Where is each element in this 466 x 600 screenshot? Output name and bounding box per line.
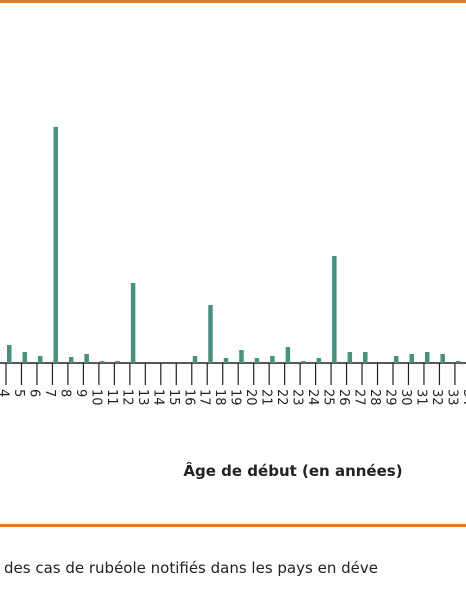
x-tick-label: 17 (197, 389, 212, 406)
x-tick-label: 26 (336, 389, 351, 406)
x-tick-label: 7 (42, 389, 57, 397)
bar (53, 127, 58, 363)
bar (424, 352, 430, 363)
x-tick-label: 34 (460, 389, 466, 406)
x-tick-label: 16 (181, 389, 196, 406)
x-tick-label: 14 (150, 389, 165, 406)
caption: des cas de rubéole notifiés dans les pay… (4, 559, 378, 577)
bar (37, 356, 43, 363)
x-axis-label: Âge de début (en années) (183, 461, 402, 480)
bar (223, 358, 229, 363)
bar (270, 356, 275, 363)
bar (301, 361, 306, 363)
x-tick-label: 28 (367, 389, 382, 406)
bar (455, 361, 461, 363)
x-tick-label: 31 (413, 389, 428, 406)
bar (254, 358, 260, 363)
x-tick-label: 24 (305, 389, 320, 406)
bar (68, 357, 74, 363)
bar (394, 356, 399, 363)
x-tick-label: 19 (228, 389, 243, 406)
bar (409, 354, 414, 363)
x-tick-label: 12 (119, 389, 134, 406)
x-tick-label: 13 (135, 389, 150, 406)
top-rule (0, 0, 466, 3)
x-tick-label: 21 (259, 389, 274, 406)
x-tick-label: 6 (26, 389, 41, 397)
x-tick-label: 22 (274, 389, 289, 406)
x-tick-label: 10 (88, 389, 103, 406)
x-tick-label: 9 (73, 389, 88, 397)
bar (192, 356, 198, 363)
bar (115, 361, 120, 363)
bar (84, 354, 89, 363)
x-tick-label: 15 (166, 389, 181, 406)
x-tick-label: 4 (0, 389, 11, 397)
x-tick-label: 23 (290, 389, 305, 406)
bar (285, 347, 291, 363)
x-tick-label: 20 (243, 389, 258, 406)
bar (7, 345, 12, 363)
x-tick-label: 11 (104, 389, 119, 406)
bar (99, 361, 105, 363)
bar (332, 256, 337, 363)
bar (440, 354, 445, 363)
x-tick-label: 5 (11, 389, 26, 397)
x-tick-label: 33 (444, 389, 459, 406)
x-tick-label: 25 (321, 389, 336, 406)
x-tick-label: 30 (398, 389, 413, 406)
x-tick-label: 8 (57, 389, 72, 397)
bottom-rule (0, 524, 466, 527)
bar (347, 352, 353, 363)
x-tick-label: 32 (429, 389, 444, 406)
bar (363, 352, 368, 363)
x-tick-label: 27 (352, 389, 367, 406)
bar (239, 350, 244, 363)
bar (208, 305, 213, 363)
bar (22, 352, 27, 363)
bar (316, 358, 322, 363)
x-tick-label: 18 (212, 389, 227, 406)
bar (130, 283, 136, 363)
x-tick-label: 29 (383, 389, 398, 406)
